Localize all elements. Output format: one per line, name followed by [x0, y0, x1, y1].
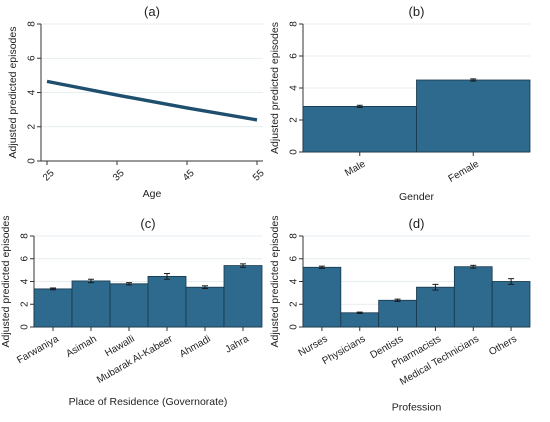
x-tick-label: Female — [447, 158, 482, 184]
x-tick-label: 45 — [181, 168, 197, 184]
y-tick-label: 2 — [289, 117, 300, 123]
y-axis-label: Adjusted predicted episodes — [0, 216, 12, 348]
y-axis-label: Adjusted predicted episodes — [269, 216, 281, 348]
x-tick-label: 35 — [111, 168, 127, 184]
bar — [379, 300, 417, 327]
x-tick-label: 25 — [41, 168, 57, 184]
x-tick-label: Ahmadi — [178, 334, 213, 360]
x-tick-label: Farwaniya — [15, 333, 61, 366]
y-tick-label: 6 — [20, 256, 31, 262]
y-tick-label: 8 — [289, 233, 300, 239]
y-axis-label: Adjusted predicted episodes — [7, 27, 19, 159]
y-tick-label: 2 — [27, 124, 38, 130]
bar — [303, 267, 341, 327]
x-axis-label: Gender — [399, 191, 435, 203]
chart-title: (a) — [144, 4, 160, 19]
bar — [34, 289, 72, 327]
bar — [417, 80, 531, 152]
x-tick-label: Physicians — [321, 334, 368, 367]
y-tick-label: 0 — [20, 324, 31, 330]
series-line — [47, 81, 257, 120]
chart-panel-2: (b) 0 2 4 6 8 Adjusted predicted episodes Male F… — [269, 4, 530, 203]
y-tick-label: 6 — [27, 55, 38, 61]
y-tick-label: 6 — [289, 53, 300, 59]
x-tick-label: Others — [487, 334, 518, 359]
chart-title: (b) — [409, 4, 425, 19]
x-tick-label: Jahra — [224, 333, 252, 355]
bar — [454, 267, 492, 327]
y-tick-label: 6 — [289, 256, 300, 262]
y-tick-label: 8 — [289, 21, 300, 27]
y-tick-label: 4 — [289, 85, 300, 91]
bar — [72, 281, 110, 327]
y-tick-label: 4 — [289, 278, 300, 284]
bar — [492, 282, 530, 328]
y-tick-label: 8 — [20, 233, 31, 239]
bar — [341, 313, 379, 327]
x-tick-label: Male — [343, 158, 368, 179]
y-tick-label: 2 — [289, 301, 300, 307]
chart-panel-3: (c) 0 2 4 6 8 Adjusted predicted episodesFarwa… — [0, 216, 262, 408]
bar — [303, 106, 417, 152]
y-tick-label: 4 — [27, 89, 38, 95]
x-tick-label: 55 — [251, 168, 267, 184]
chart-title: (c) — [140, 216, 155, 231]
y-tick-label: 0 — [289, 149, 300, 155]
y-tick-label: 4 — [20, 278, 31, 284]
chart-title: (d) — [409, 216, 425, 231]
y-tick-label: 0 — [27, 158, 38, 164]
bar — [110, 284, 148, 327]
y-axis-label: Adjusted predicted episodes — [269, 22, 281, 154]
bar — [148, 276, 186, 327]
bar — [224, 266, 262, 327]
bar — [186, 287, 224, 327]
chart-panel-1: (a) 0 2 4 6 8 Adjusted predicted episodes 25 35 4… — [7, 4, 267, 200]
x-tick-label: Asimah — [64, 334, 98, 360]
x-axis-label: Profession — [392, 401, 442, 413]
x-axis-label: Place of Residence (Governorate) — [69, 396, 228, 408]
x-axis-label: Age — [143, 188, 162, 200]
y-tick-label: 0 — [289, 324, 300, 330]
y-tick-label: 2 — [20, 301, 31, 307]
bar — [417, 287, 455, 327]
y-tick-label: 8 — [27, 21, 38, 27]
